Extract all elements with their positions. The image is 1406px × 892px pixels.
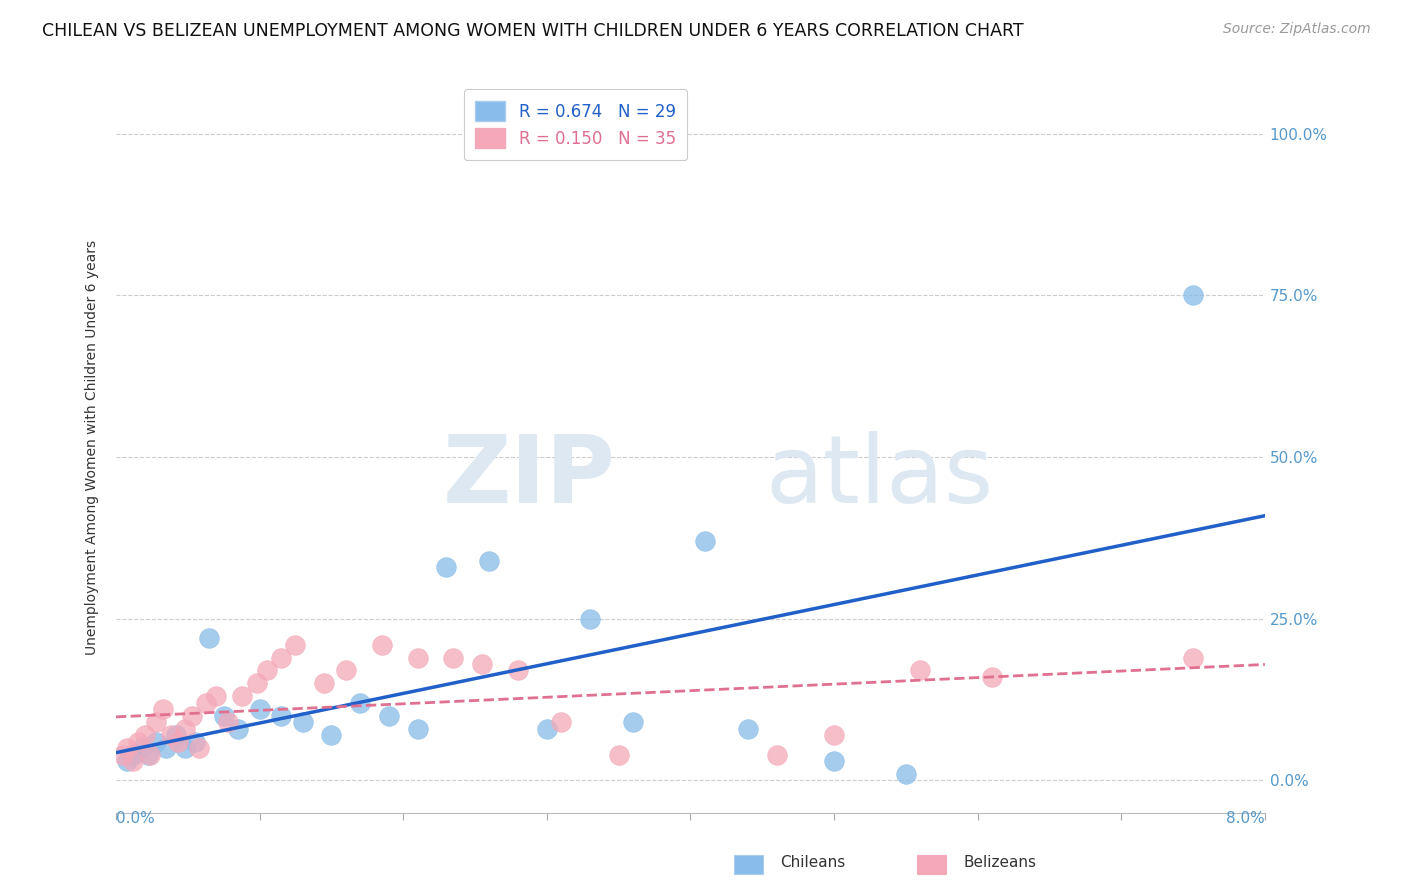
Point [188,741,211,756]
Point [139,747,162,762]
Point [134,728,156,742]
Point [284,638,307,652]
Point [145,715,167,730]
Point [174,722,197,736]
Text: Belizeans: Belizeans [963,855,1036,870]
Point [117,741,139,756]
Point [226,722,249,736]
Point [406,650,429,665]
Point [122,754,145,768]
Point [122,747,145,762]
Point [246,676,269,690]
Point [443,650,465,665]
Point [579,612,602,626]
Y-axis label: Unemployment Among Women with Children Under 6 years: Unemployment Among Women with Children U… [86,240,100,655]
Point [136,747,159,762]
Point [198,631,221,645]
Point [195,696,218,710]
Text: Chileans: Chileans [780,855,845,870]
Point [1182,288,1205,302]
Point [159,728,181,742]
Point [1182,650,1205,665]
Point [145,734,167,748]
Point [349,696,371,710]
Point [314,676,336,690]
Text: Source: ZipAtlas.com: Source: ZipAtlas.com [1223,22,1371,37]
Point [152,702,174,716]
Point [270,650,292,665]
Point [894,767,917,781]
Point [112,747,135,762]
Text: CHILEAN VS BELIZEAN UNEMPLOYMENT AMONG WOMEN WITH CHILDREN UNDER 6 YEARS CORRELA: CHILEAN VS BELIZEAN UNEMPLOYMENT AMONG W… [42,22,1024,40]
Point [270,708,292,723]
Point [506,664,529,678]
Legend: R = 0.674   N = 29, R = 0.150   N = 35: R = 0.674 N = 29, R = 0.150 N = 35 [464,89,688,160]
Point [127,734,149,748]
Point [378,708,401,723]
Point [335,664,357,678]
Point [370,638,392,652]
Point [181,708,204,723]
Point [765,747,787,762]
Point [406,722,429,736]
Point [823,754,845,768]
Text: ZIP: ZIP [443,431,616,523]
Point [231,690,253,704]
Point [550,715,572,730]
Point [737,722,759,736]
Point [471,657,494,671]
Point [131,741,153,756]
Text: atlas: atlas [765,431,994,523]
Point [166,734,188,748]
Point [321,728,343,742]
Point [155,741,177,756]
Point [536,722,558,736]
Point [908,664,931,678]
Point [217,715,239,730]
Point [434,560,457,574]
Point [117,754,139,768]
Point [621,715,644,730]
Point [212,708,235,723]
Point [184,734,207,748]
Point [478,553,501,567]
Point [981,670,1004,684]
Point [291,715,314,730]
Point [823,728,845,742]
Point [693,534,716,549]
Point [607,747,630,762]
Point [256,664,278,678]
Text: 0.0%: 0.0% [115,811,155,826]
Point [165,728,187,742]
Point [174,741,197,756]
Point [249,702,271,716]
Point [205,690,228,704]
Text: 8.0%: 8.0% [1226,811,1265,826]
